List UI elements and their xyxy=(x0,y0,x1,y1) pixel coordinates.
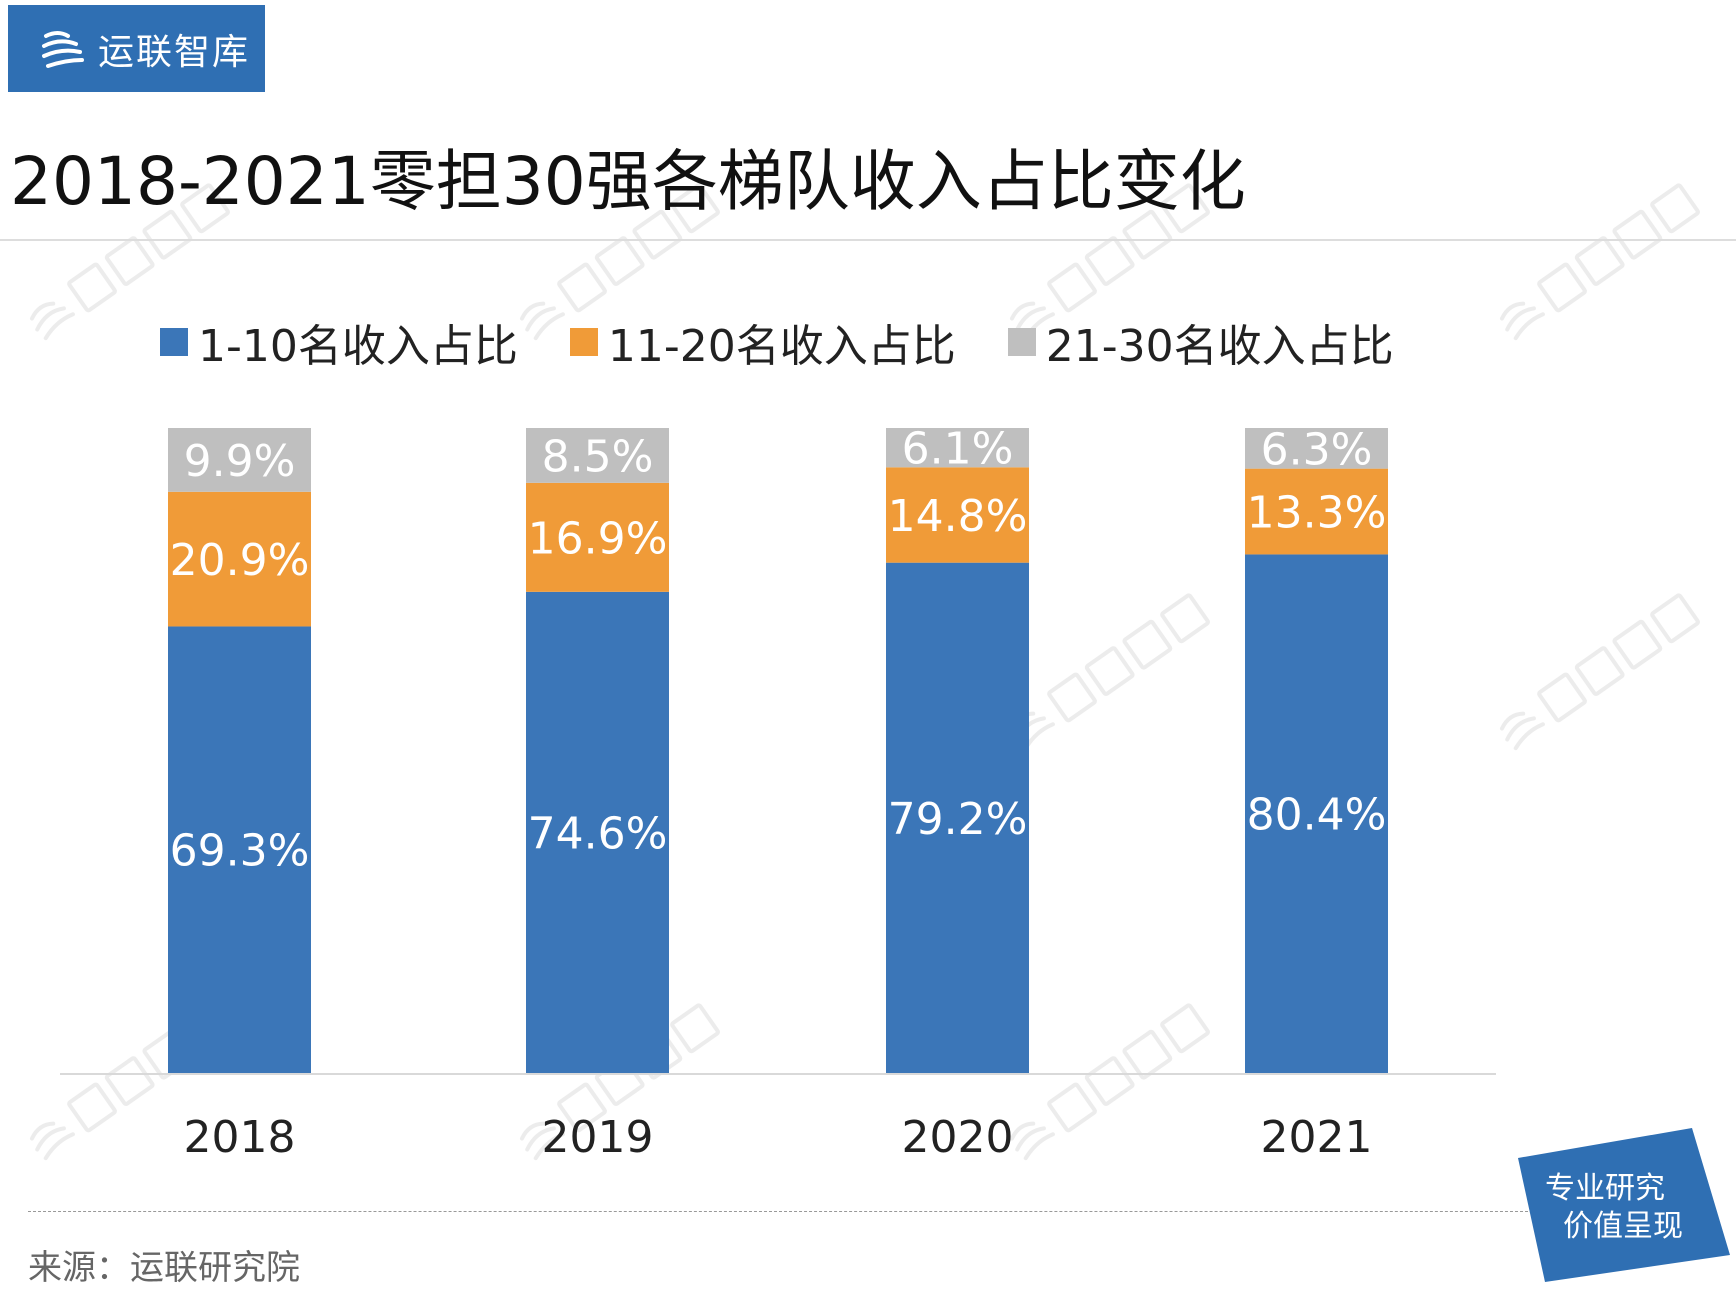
x-tick-label: 2021 xyxy=(1261,1112,1373,1163)
legend-swatch xyxy=(160,328,188,356)
legend-label: 1-10名收入占比 xyxy=(198,321,518,372)
data-label: 6.3% xyxy=(1261,424,1373,475)
legend-item: 11-20名收入占比 xyxy=(569,310,956,374)
x-tick-label: 2018 xyxy=(184,1112,296,1163)
bar-segment xyxy=(168,491,311,627)
bar-segment xyxy=(526,591,669,1073)
data-label: 74.6% xyxy=(528,808,668,859)
bar-segment xyxy=(1245,468,1388,555)
bar-segment xyxy=(526,428,669,483)
bar-segment xyxy=(886,562,1029,1073)
chart-legend: 1-10名收入占比 11-20名收入占比 21-30名收入占比 xyxy=(160,310,1394,374)
data-label: 8.5% xyxy=(542,431,654,482)
source-note: 来源：运联研究院 xyxy=(28,1248,300,1288)
slogan-badge xyxy=(1518,1128,1730,1282)
bar-segment xyxy=(1245,554,1388,1073)
legend-label: 21-30名收入占比 xyxy=(1045,321,1394,372)
bar-segment xyxy=(526,482,669,592)
bar-segment xyxy=(1245,428,1388,469)
slogan-text: 专业研究 价值呈现 xyxy=(1545,1170,1683,1246)
bar-segment xyxy=(886,428,1029,468)
legend-label: 11-20名收入占比 xyxy=(607,321,956,372)
data-label: 14.8% xyxy=(888,491,1028,542)
bar-segment xyxy=(168,428,311,492)
data-label: 69.3% xyxy=(170,826,310,877)
x-tick-label: 2020 xyxy=(902,1112,1014,1163)
brand-logo: 运联智库 xyxy=(8,5,265,92)
slogan-line: 专业研究 xyxy=(1545,1171,1665,1206)
data-label: 6.1% xyxy=(902,424,1014,475)
data-label: 13.3% xyxy=(1247,488,1387,539)
title-divider xyxy=(0,239,1736,241)
bar-segment xyxy=(886,467,1029,563)
data-label: 20.9% xyxy=(170,535,310,586)
legend-swatch xyxy=(1007,328,1036,356)
logo-text: 运联智库 xyxy=(98,31,251,73)
bar-segment xyxy=(168,626,311,1073)
data-label: 79.2% xyxy=(888,794,1028,845)
x-tick-label: 2019 xyxy=(542,1112,654,1163)
legend-swatch xyxy=(569,328,598,356)
legend-item: 1-10名收入占比 xyxy=(160,310,518,374)
footer-divider xyxy=(28,1211,1528,1212)
data-label: 9.9% xyxy=(184,436,296,487)
page-title: 2018-2021零担30强各梯队收入占比变化 xyxy=(10,143,1246,220)
legend-item: 21-30名收入占比 xyxy=(1007,310,1394,374)
data-label: 16.9% xyxy=(528,513,668,564)
slogan-line: 价值呈现 xyxy=(1563,1209,1683,1244)
logo-globe-icon xyxy=(42,30,84,68)
data-label: 80.4% xyxy=(1247,790,1387,841)
